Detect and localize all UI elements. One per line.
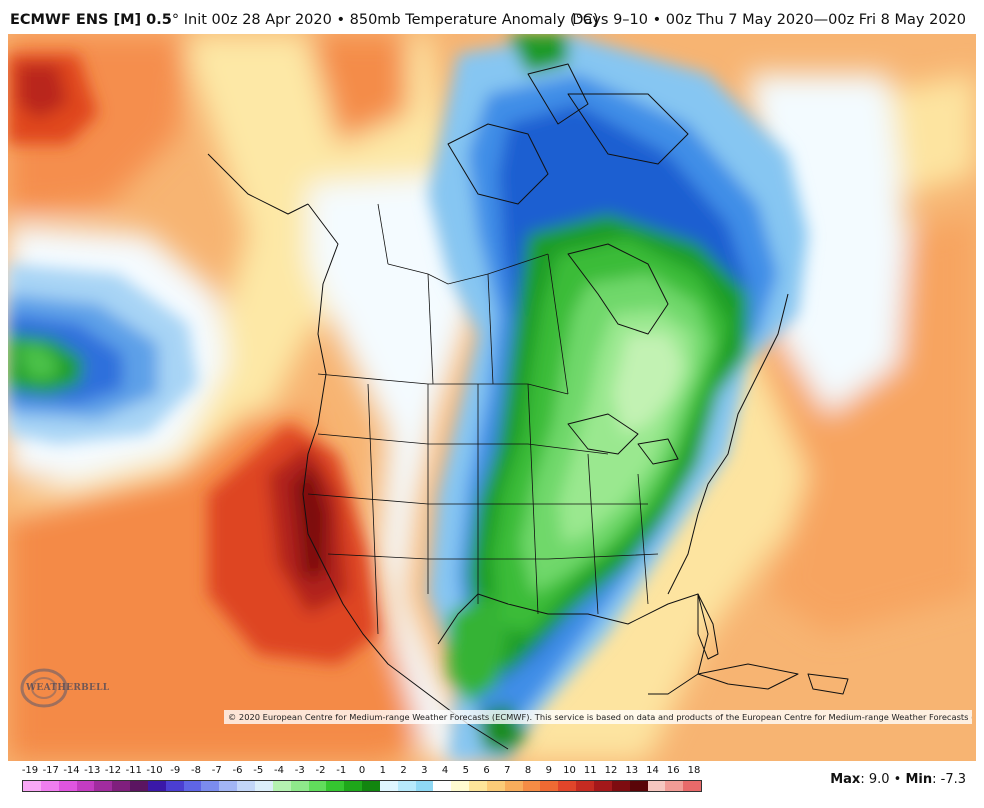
legend-tick-label: -5 xyxy=(253,765,264,776)
legend-tick-label: -12 xyxy=(104,765,122,776)
legend-swatch xyxy=(201,781,220,791)
anomaly-field xyxy=(8,34,976,761)
min-label: Min xyxy=(905,772,933,787)
color-legend: -19 -17 -14 -13 -12 -11 -10 -9 -8 -7 -6 -5 -4 -3 -2 -1 0… xyxy=(22,765,702,795)
legend-swatch xyxy=(308,781,327,791)
legend-tick-label: -9 xyxy=(170,765,181,776)
legend-swatch xyxy=(665,781,684,791)
legend-swatch xyxy=(237,781,255,791)
legend-tick-label: 0 xyxy=(358,765,366,776)
legend-swatch xyxy=(290,781,309,791)
legend-swatch xyxy=(76,781,95,791)
legend-swatch xyxy=(112,781,131,791)
legend-swatch xyxy=(415,781,434,791)
legend-swatch xyxy=(504,781,523,791)
legend-swatch xyxy=(254,781,273,791)
legend-swatch xyxy=(165,781,184,791)
max-value: : 9.0 • xyxy=(860,772,906,787)
legend-tick-label: -1 xyxy=(336,765,347,776)
init-text: Init 00z 28 Apr 2020 • 850mb Temperature… xyxy=(179,12,599,28)
legend-swatch xyxy=(594,781,612,791)
legend-tick-label: -2 xyxy=(315,765,326,776)
legend-swatch xyxy=(558,781,577,791)
weatherbell-logo-icon xyxy=(20,668,68,708)
legend-tick-label: 10 xyxy=(563,765,576,776)
legend-swatch xyxy=(469,781,487,791)
legend-swatch xyxy=(130,781,148,791)
legend-tick-label: 13 xyxy=(625,765,639,776)
legend-swatch xyxy=(576,781,594,791)
legend-tick-label: 16 xyxy=(666,765,680,776)
legend-tick-label: -14 xyxy=(63,765,80,776)
max-label: Max xyxy=(830,772,861,787)
legend-swatch xyxy=(40,781,59,791)
legend-swatch xyxy=(629,781,648,791)
legend-swatch xyxy=(647,781,666,791)
legend-tick-label: 3 xyxy=(421,765,428,776)
legend-colorbar xyxy=(22,780,702,792)
legend-tick-label: 8 xyxy=(524,765,532,776)
legend-swatch xyxy=(23,781,41,791)
legend-swatch xyxy=(326,781,345,791)
legend-tick-label: -4 xyxy=(274,765,284,776)
weatherbell-logo-text: WEATHERBELL xyxy=(26,683,110,693)
legend-swatch xyxy=(540,781,559,791)
legend-tick-label: 9 xyxy=(545,765,552,776)
legend-tick-label: -8 xyxy=(191,765,201,776)
legend-swatch xyxy=(611,781,630,791)
copyright-credit: © 2020 European Centre for Medium-range … xyxy=(224,710,972,724)
legend-swatch xyxy=(362,781,380,791)
anomaly-map xyxy=(8,34,976,761)
legend-tick-label: -11 xyxy=(125,765,142,776)
legend-swatch xyxy=(522,781,541,791)
legend-labels: -19 -17 -14 -13 -12 -11 -10 -9 -8 -7 -6 -5 -4 -3 -2 -1 0… xyxy=(22,765,702,779)
max-min-readout: Max: 9.0 • Min: -7.3 xyxy=(830,772,966,787)
legend-swatch xyxy=(486,781,505,791)
model-name: ECMWF ENS [M] 0.5 xyxy=(10,12,172,28)
legend-tick-label: -7 xyxy=(211,765,222,776)
min-value: : -7.3 xyxy=(932,772,966,787)
legend-tick-label: -17 xyxy=(42,765,59,776)
legend-tick-label: -6 xyxy=(232,765,243,776)
legend-swatch xyxy=(272,781,291,791)
legend-tick-label: 7 xyxy=(504,765,511,776)
legend-tick-label: 14 xyxy=(646,765,659,776)
legend-swatch xyxy=(683,781,702,791)
legend-tick-label: -10 xyxy=(146,765,163,776)
legend-tick-label: -19 xyxy=(21,765,39,776)
legend-tick-label: -3 xyxy=(294,765,305,776)
legend-swatch xyxy=(451,781,470,791)
legend-swatch xyxy=(147,781,166,791)
legend-tick-label: -13 xyxy=(84,765,101,776)
legend-tick-label: 18 xyxy=(687,765,701,776)
legend-tick-label: 2 xyxy=(400,765,407,776)
legend-tick-label: 11 xyxy=(583,765,597,776)
legend-tick-label: 4 xyxy=(441,765,449,776)
legend-tick-label: 12 xyxy=(604,765,618,776)
valid-time: Days 9–10 • 00z Thu 7 May 2020—00z Fri 8… xyxy=(572,12,966,28)
legend-swatch xyxy=(58,781,77,791)
legend-tick-label: 5 xyxy=(462,765,469,776)
legend-swatch xyxy=(183,781,202,791)
legend-swatch xyxy=(344,781,363,791)
degree-mark: ° xyxy=(171,12,180,28)
legend-swatch xyxy=(379,781,398,791)
map-title: ECMWF ENS [M] 0.5° Init 00z 28 Apr 2020 … xyxy=(10,12,599,28)
legend-swatch xyxy=(94,781,113,791)
legend-swatch xyxy=(219,781,238,791)
legend-tick-label: 1 xyxy=(379,765,386,776)
legend-swatch xyxy=(433,781,452,791)
legend-tick-label: 6 xyxy=(483,765,490,776)
legend-swatch xyxy=(397,781,416,791)
